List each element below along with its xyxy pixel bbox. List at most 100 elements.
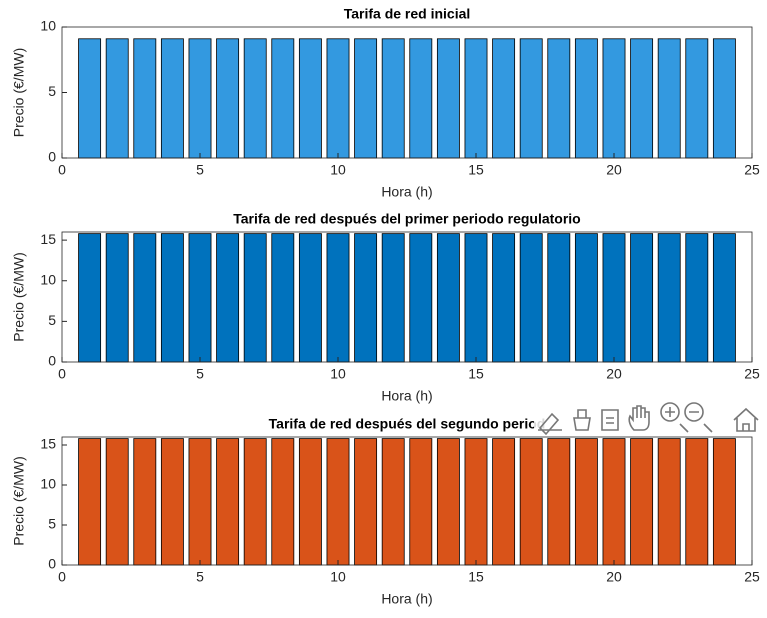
- y-axis-label: Precio (€/MW): [11, 252, 27, 341]
- bar: [354, 38, 378, 159]
- y-axis-label: Precio (€/MW): [11, 456, 27, 545]
- x-tick-label: 20: [606, 569, 622, 585]
- bar: [630, 38, 654, 159]
- bar: [133, 438, 157, 566]
- bar: [464, 438, 488, 566]
- bar: [492, 438, 516, 566]
- bar: [547, 438, 571, 566]
- bar: [685, 438, 709, 566]
- bar: [492, 233, 516, 363]
- y-tick-label: 15: [40, 231, 56, 247]
- y-tick-label: 5: [48, 83, 56, 99]
- bar: [271, 438, 295, 566]
- bar: [188, 38, 212, 159]
- bar: [519, 233, 543, 363]
- x-tick-label: 10: [330, 569, 346, 585]
- toolbar-icon[interactable]: [689, 411, 713, 433]
- y-tick-label: 10: [40, 271, 56, 287]
- bar: [160, 438, 184, 566]
- bar: [630, 438, 654, 566]
- bar: [657, 233, 681, 363]
- x-axis-label: Hora (h): [381, 184, 432, 200]
- bar: [602, 38, 626, 159]
- toolbar-icon[interactable]: [733, 407, 759, 432]
- bar: [574, 233, 598, 363]
- bar: [216, 38, 240, 159]
- bar: [105, 438, 129, 566]
- bar: [492, 38, 516, 159]
- toolbar-icon[interactable]: [665, 407, 689, 433]
- x-tick-label: 0: [58, 366, 66, 382]
- bar: [243, 438, 267, 566]
- bar: [298, 233, 322, 363]
- y-tick-label: 10: [40, 18, 56, 34]
- bar: [464, 38, 488, 159]
- x-tick-label: 25: [744, 366, 760, 382]
- toolbar-icon[interactable]: [628, 405, 650, 431]
- toolbar-icon[interactable]: [601, 409, 619, 431]
- bar: [519, 38, 543, 159]
- bar: [326, 233, 350, 363]
- y-tick-label: 5: [48, 516, 56, 532]
- bar: [574, 438, 598, 566]
- x-tick-label: 15: [468, 162, 484, 178]
- toolbar-icon[interactable]: [538, 412, 562, 436]
- x-tick-label: 25: [744, 162, 760, 178]
- bar: [712, 233, 736, 363]
- bar: [436, 438, 460, 566]
- y-tick-label: 5: [48, 312, 56, 328]
- toolbar: [534, 402, 764, 436]
- bar: [160, 233, 184, 363]
- x-axis-label: Hora (h): [381, 591, 432, 607]
- bar: [78, 38, 102, 159]
- chart-title: Tarifa de red después del segundo period: [269, 416, 546, 432]
- toolbar-icon[interactable]: [573, 409, 591, 431]
- toolbar-icon[interactable]: [660, 402, 680, 422]
- bar: [271, 233, 295, 363]
- bar: [657, 38, 681, 159]
- bar: [298, 438, 322, 566]
- x-tick-label: 15: [468, 366, 484, 382]
- x-tick-label: 5: [196, 569, 204, 585]
- bar: [188, 438, 212, 566]
- bar: [105, 38, 129, 159]
- x-tick-label: 5: [196, 162, 204, 178]
- bar: [436, 233, 460, 363]
- bar: [133, 233, 157, 363]
- bar: [409, 233, 433, 363]
- bar: [574, 38, 598, 159]
- x-tick-label: 20: [606, 366, 622, 382]
- bar: [685, 38, 709, 159]
- x-axis-label: Hora (h): [381, 388, 432, 404]
- x-tick-label: 10: [330, 366, 346, 382]
- bar: [216, 438, 240, 566]
- bar: [712, 438, 736, 566]
- bar: [381, 438, 405, 566]
- x-tick-label: 10: [330, 162, 346, 178]
- bar: [381, 233, 405, 363]
- bar: [78, 233, 102, 363]
- x-tick-label: 15: [468, 569, 484, 585]
- bar: [243, 38, 267, 159]
- bar: [354, 438, 378, 566]
- bar: [602, 233, 626, 363]
- y-tick-label: 0: [48, 149, 56, 165]
- bar: [519, 438, 543, 566]
- axes-box: [61, 231, 753, 363]
- bar: [409, 438, 433, 566]
- bar: [105, 233, 129, 363]
- toolbar-icon[interactable]: [684, 402, 704, 422]
- axes-box: [61, 436, 753, 566]
- bar: [630, 233, 654, 363]
- x-tick-label: 25: [744, 569, 760, 585]
- y-tick-label: 15: [40, 436, 56, 452]
- bar: [160, 38, 184, 159]
- bar: [216, 233, 240, 363]
- bar: [133, 38, 157, 159]
- bar: [657, 438, 681, 566]
- chart-title: Tarifa de red después del primer periodo…: [233, 211, 580, 227]
- chart-title: Tarifa de red inicial: [344, 6, 471, 22]
- bar: [602, 438, 626, 566]
- bar: [547, 38, 571, 159]
- y-axis-label: Precio (€/MW): [11, 48, 27, 137]
